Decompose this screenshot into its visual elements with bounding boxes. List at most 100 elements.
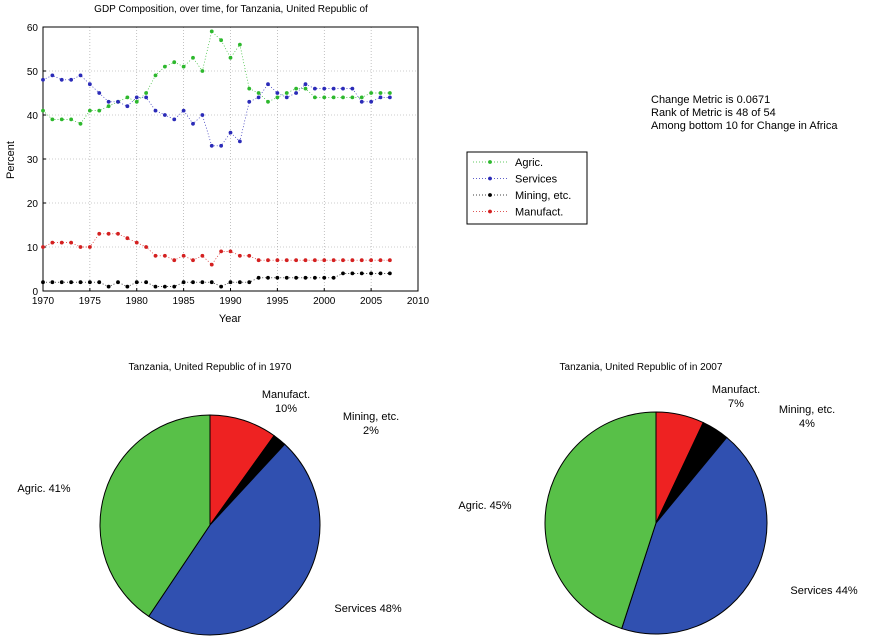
y-tick-label: 10 [27, 243, 39, 254]
data-point-mining-etc [78, 280, 83, 285]
pie-label: Services 48% [334, 603, 401, 615]
data-point-agric [322, 95, 327, 100]
pie-percent-label: 4% [799, 418, 815, 430]
data-point-agric [275, 95, 280, 100]
data-point-agric [359, 95, 364, 100]
data-point-services [387, 95, 392, 100]
data-point-mining-etc [369, 271, 374, 276]
y-tick-label: 50 [27, 67, 39, 78]
pie-charts: Tanzania, United Republic of in 1970 Manu… [17, 362, 858, 636]
data-point-services [134, 95, 139, 100]
data-point-agric [181, 64, 186, 69]
data-point-agric [219, 38, 224, 43]
data-point-services [237, 139, 242, 144]
x-tick-label: 1995 [266, 296, 289, 307]
data-point-services [219, 143, 224, 148]
data-point-services [359, 99, 364, 104]
data-point-mining-etc [209, 280, 214, 285]
pie-slice-agric [99, 414, 211, 618]
data-point-manufact [191, 258, 195, 263]
data-point-manufact [125, 236, 130, 241]
y-tick-label: 60 [27, 23, 39, 34]
series-manufact [41, 231, 392, 267]
data-point-agric [78, 121, 83, 126]
data-point-services [106, 99, 111, 104]
data-point-mining-etc [87, 280, 92, 285]
data-point-services [294, 91, 299, 95]
data-point-mining-etc [228, 280, 233, 285]
data-point-manufact [322, 258, 327, 263]
data-point-agric [331, 95, 336, 100]
data-point-mining-etc [275, 275, 280, 280]
data-point-services [228, 130, 233, 135]
data-point-agric [228, 55, 233, 60]
data-point-agric [378, 91, 383, 95]
data-point-manufact [200, 253, 205, 258]
series-mining-etc [41, 271, 392, 289]
x-tick-label: 1980 [126, 296, 149, 307]
data-point-manufact [350, 258, 355, 263]
data-point-agric [237, 42, 242, 47]
data-point-mining-etc [144, 280, 149, 285]
pie-chart-1970: Tanzania, United Republic of in 1970 Manu… [17, 362, 402, 636]
data-point-mining-etc [219, 284, 224, 289]
data-point-agric [191, 55, 195, 60]
data-point-manufact [387, 258, 392, 263]
data-point-mining-etc [191, 280, 195, 285]
series-line-agric [42, 30, 390, 125]
pie-label: Services 44% [790, 585, 857, 597]
data-point-services [144, 95, 149, 100]
data-point-manufact [87, 245, 92, 249]
data-point-manufact [181, 253, 186, 258]
pie-slice-services [148, 443, 321, 636]
data-point-manufact [97, 231, 102, 236]
data-point-mining-etc [106, 284, 111, 289]
pie-percent-label: 2% [363, 425, 379, 437]
data-point-manufact [59, 240, 64, 245]
x-tick-label: 1970 [32, 296, 55, 307]
data-point-manufact [78, 245, 83, 249]
data-point-agric [41, 108, 45, 113]
data-point-mining-etc [125, 284, 130, 289]
x-tick-label: 2010 [407, 296, 430, 307]
legend-box [466, 151, 588, 225]
data-point-agric [303, 86, 308, 91]
data-point-mining-etc [266, 275, 270, 280]
pie-label: Agric. 41% [17, 483, 70, 495]
data-point-services [312, 86, 317, 91]
data-point-services [97, 91, 102, 95]
data-point-manufact [69, 240, 74, 245]
data-point-mining-etc [50, 280, 55, 285]
gdp-line-chart: 1970 1975 1980 1985 1990 1995 2000 2005 2010 0 10 2… [5, 4, 588, 325]
data-point-agric [59, 117, 64, 122]
legend-label: Manufact. [515, 207, 563, 219]
data-point-mining-etc [256, 275, 261, 280]
pie-chart-2007: Tanzania, United Republic of in 2007 Manu… [458, 362, 858, 635]
data-point-agric [87, 108, 92, 113]
data-point-agric [341, 95, 345, 100]
data-point-services [256, 95, 261, 100]
x-tick-label: 2005 [360, 296, 383, 307]
data-point-agric [256, 91, 261, 95]
data-point-agric [312, 95, 317, 100]
pie-label: Agric. 45% [458, 500, 511, 512]
data-point-manufact [369, 258, 374, 263]
data-point-services [266, 82, 270, 87]
series-agric [41, 29, 392, 126]
data-point-services [191, 121, 195, 126]
data-point-manufact [41, 245, 45, 249]
data-point-manufact [134, 240, 139, 245]
data-point-manufact [162, 253, 167, 258]
data-point-services [153, 108, 158, 113]
data-point-services [200, 113, 205, 117]
chart-title: GDP Composition, over time, for Tanzania… [94, 4, 368, 15]
axis-ticks: 1970 1975 1980 1985 1990 1995 2000 2005 2010 0 10 2… [27, 23, 430, 307]
data-point-services [275, 91, 280, 95]
legend-label: Services [515, 174, 558, 186]
data-point-mining-etc [200, 280, 205, 285]
data-point-mining-etc [153, 284, 158, 289]
data-point-services [69, 77, 74, 82]
y-axis-label: Percent [5, 141, 17, 179]
data-point-mining-etc [341, 271, 345, 276]
data-point-agric [134, 99, 139, 104]
